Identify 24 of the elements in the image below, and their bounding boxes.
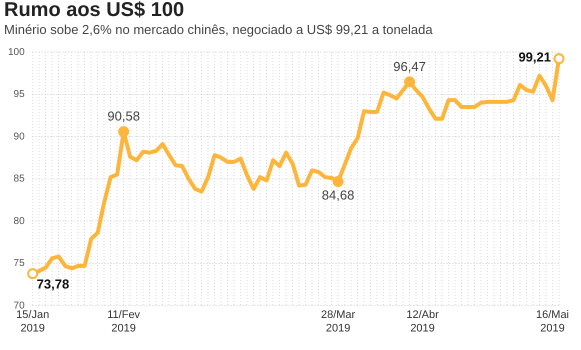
point [332, 176, 344, 188]
y-tick-label: 95 [14, 89, 26, 100]
data-label: 96,47 [393, 58, 426, 74]
point [118, 126, 130, 138]
point [404, 76, 416, 88]
chart-title: Rumo aos US$ 100 [4, 0, 186, 21]
y-tick-label: 100 [8, 46, 26, 58]
y-tick-label: 85 [14, 174, 26, 185]
y-tick-label: 75 [14, 258, 26, 270]
x-tick-label: 12/Abr 2019 [406, 309, 440, 334]
y-tick-label: 80 [14, 216, 26, 227]
x-tick-label: 15/Jan 2019 [16, 309, 50, 334]
y-tick-label: 70 [14, 300, 26, 312]
data-label: 73,78 [36, 276, 70, 292]
x-tick-label: 11/Fev 2019 [107, 309, 141, 334]
data-label: 84,68 [322, 188, 354, 203]
point [554, 53, 564, 64]
data-label: 99,21 [518, 49, 551, 64]
chart-subtitle: Minério sobe 2,6% no mercado chinês, negociado a US$ 99,21 a tonelada [4, 22, 434, 38]
x-tick-label: 16/Mai 2019 [536, 309, 570, 334]
point [27, 268, 38, 280]
x-tick-label: 28/Mar 2019 [320, 309, 356, 334]
data-label: 90,58 [107, 108, 140, 124]
y-tick-label: 90 [14, 131, 26, 142]
